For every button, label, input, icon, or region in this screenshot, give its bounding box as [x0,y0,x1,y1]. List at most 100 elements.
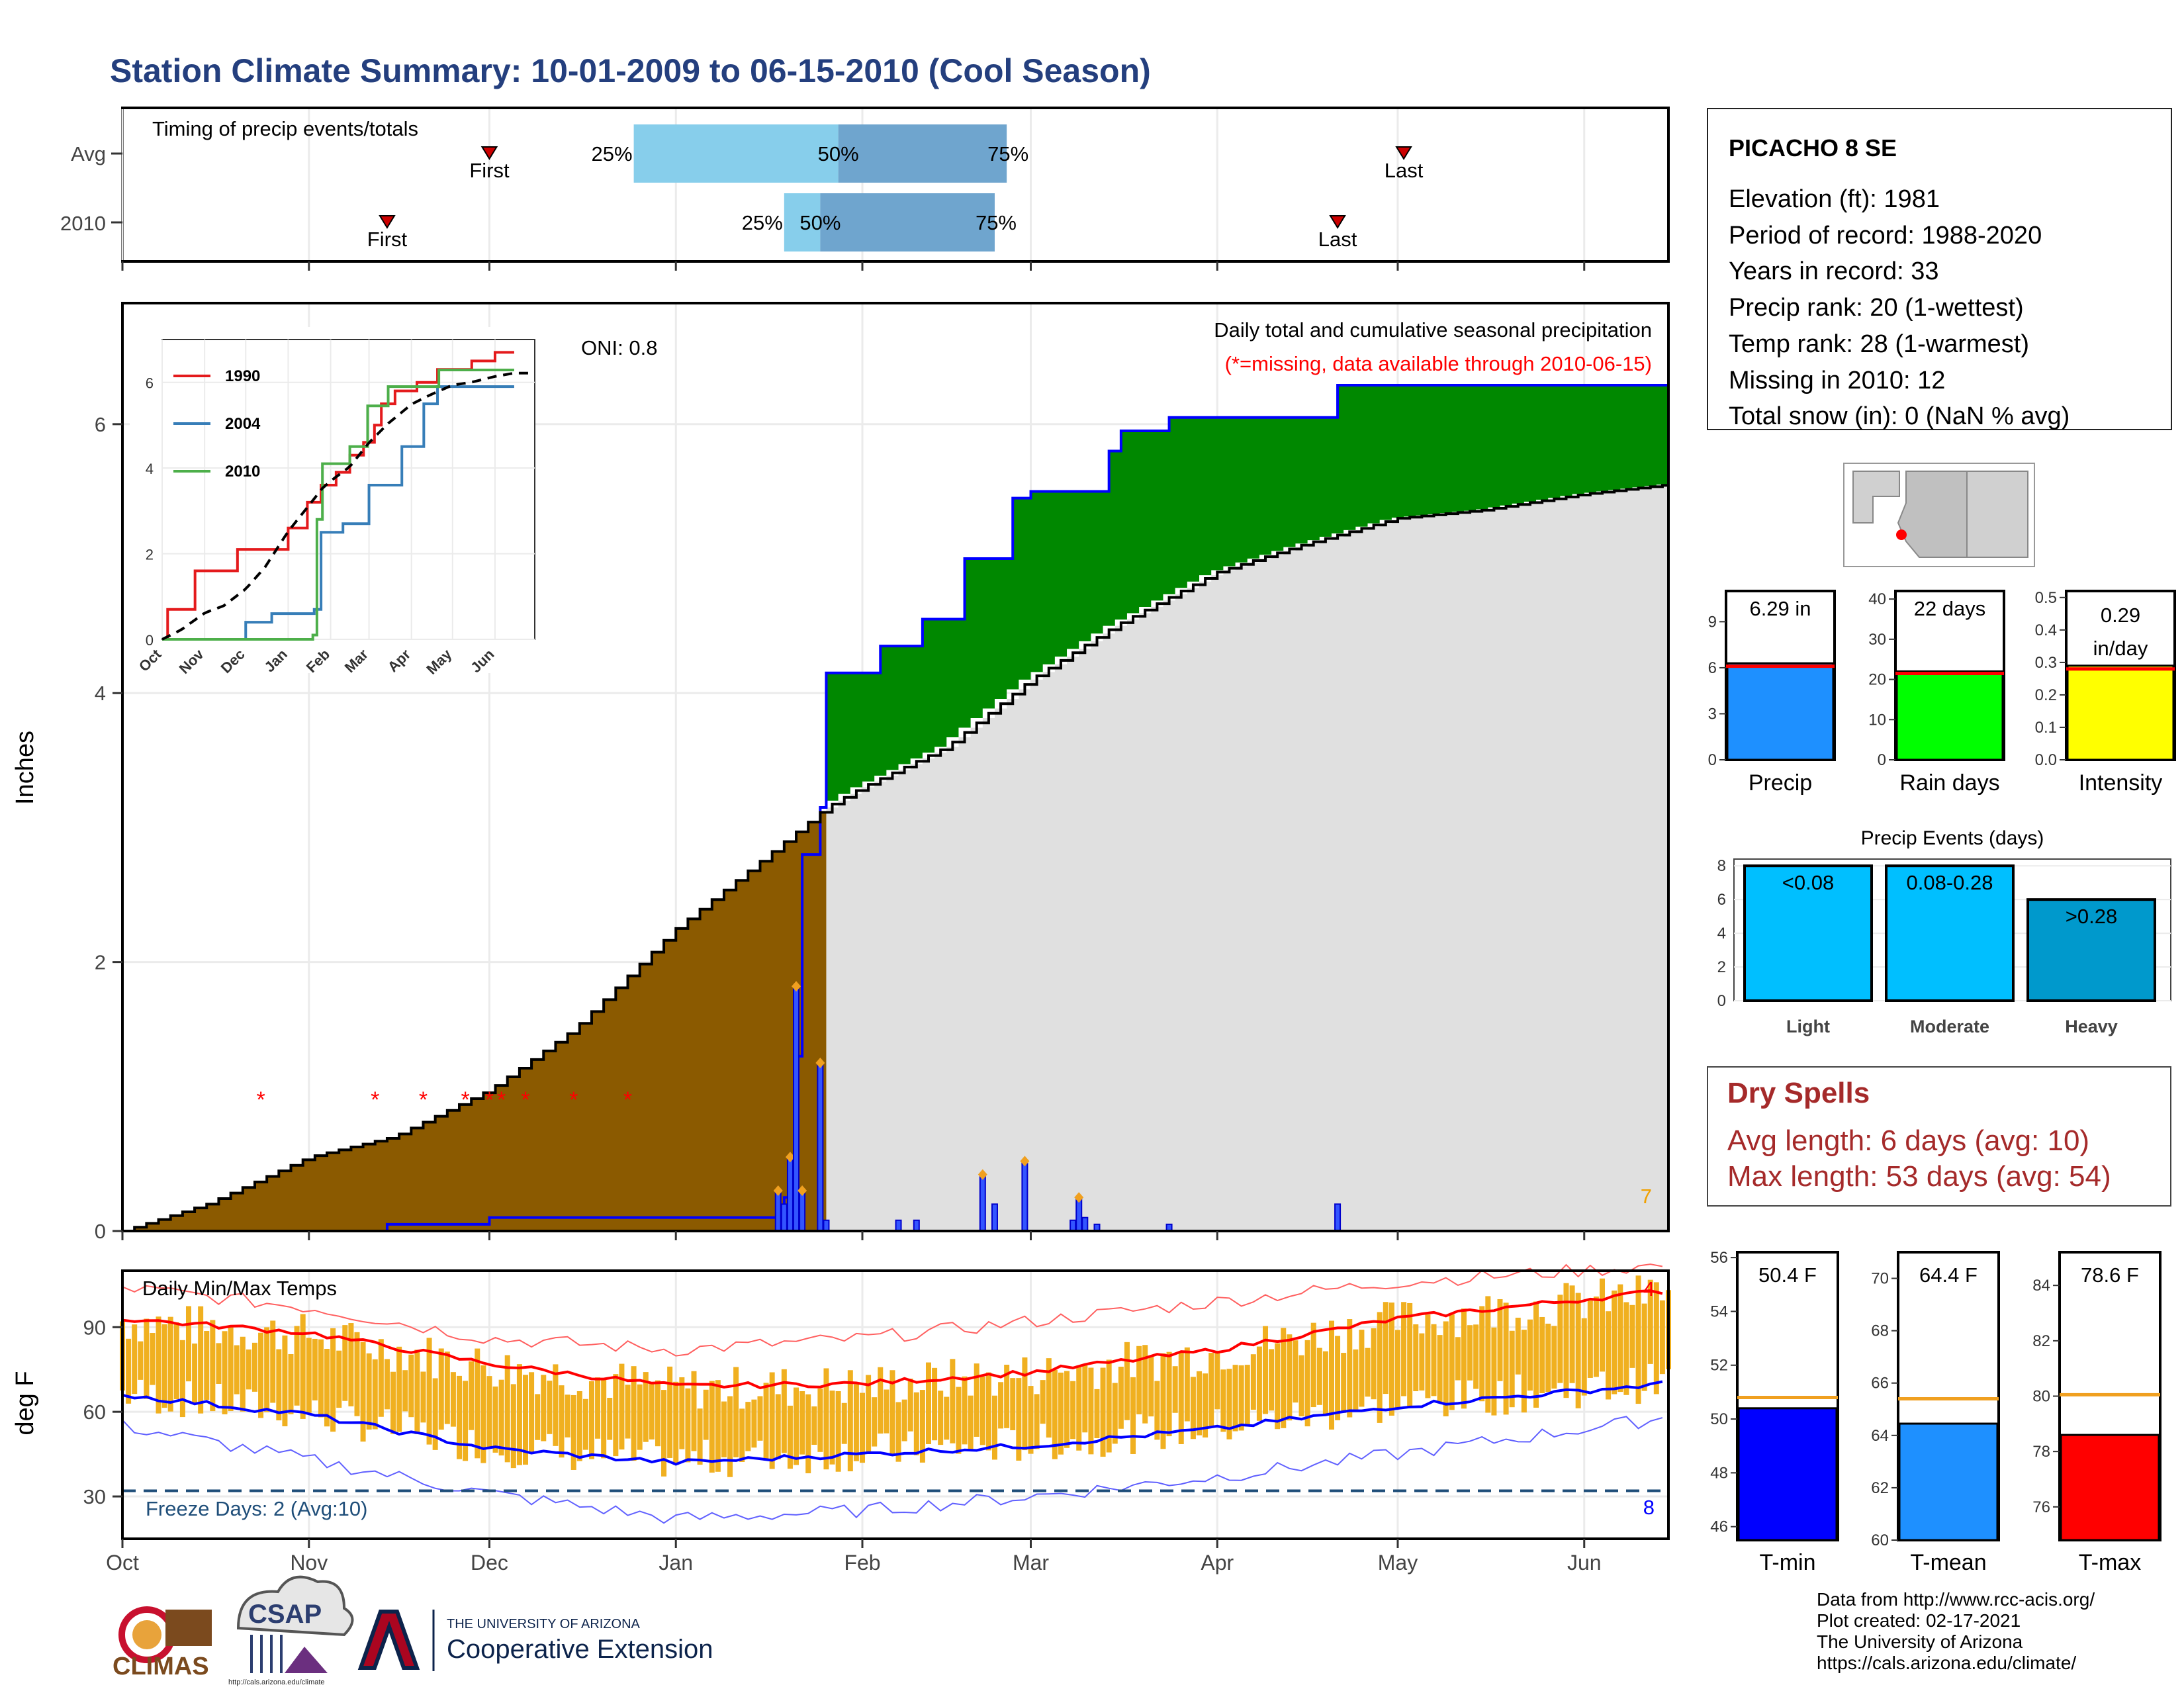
daily-temp-bar-88 [649,1383,655,1440]
daily-temp-bar-157 [1064,1371,1070,1448]
gauge-bar-2 [2066,664,2175,761]
timing-p50-label-1: 50% [799,211,841,234]
daily-temp-bar-20 [240,1336,246,1412]
daily-temp-bar-145 [991,1395,997,1460]
gauge-bar-1 [1895,670,2004,761]
daily-temp-bar-19 [234,1345,240,1394]
daily-temp-bar-64 [504,1355,510,1463]
daily-temp-bar-54 [444,1351,450,1424]
daily-temp-bar-81 [607,1397,613,1440]
timing-bar-25-50-1 [784,193,821,251]
daily-temp-bar-129 [895,1402,901,1462]
events-tick-label-1: 2 [1717,958,1726,976]
daily-temp-bar-128 [889,1370,895,1455]
inset-y-tick-label-2: 4 [146,461,154,477]
temp-gauge-value-label-0: 50.4 F [1758,1263,1817,1287]
gauge-tick-label-1-4: 40 [1868,590,1886,608]
daily-temp-bar-187 [1244,1365,1250,1427]
cumulative-2010-area-green [826,385,1668,807]
daily-temp-bar-41 [366,1353,372,1430]
daily-temp-bar-218 [1431,1324,1437,1396]
daily-temp-bar-180 [1203,1373,1208,1438]
missing-data-marker-7: * [569,1087,578,1113]
daily-precip-max-marker-13 [1074,1192,1084,1203]
daily-temp-bar-103 [739,1408,745,1462]
daily-temp-bar-96 [697,1408,703,1465]
month-x-tick-label-7: May [1378,1551,1418,1575]
month-x-tick-label-0: Oct [106,1551,139,1575]
daily-temp-bar-232 [1515,1317,1521,1375]
daily-temp-bar-62 [492,1386,498,1453]
daily-temp-bar-206 [1359,1330,1365,1407]
daily-temp-bar-207 [1365,1348,1371,1397]
temp-gauge-bar-1 [1898,1422,1999,1541]
station-info-box: PICACHO 8 SE Elevation (ft): 1981 Period… [1707,108,2172,430]
daily-temp-bar-222 [1455,1337,1461,1381]
daily-temp-bar-126 [878,1367,884,1434]
daily-temp-bar-66 [516,1364,522,1465]
daily-temp-bar-181 [1208,1353,1214,1426]
temp-gauge-tick-label-1-2: 64 [1871,1427,1889,1445]
precip-y-tick-label-3: 6 [95,413,106,436]
temp-panel-label: Daily Min/Max Temps [142,1277,337,1300]
daily-temp-bar-36 [336,1350,342,1408]
daily-temp-bar-80 [601,1379,607,1459]
climas-logo-text: CLIMAS [113,1653,209,1680]
daily-temp-bar-46 [396,1346,402,1432]
daily-temp-bar-97 [703,1389,709,1440]
timing-panel-label: Timing of precip events/totals [152,117,418,140]
freeze-days-note: Freeze Days: 2 (Avg:10) [146,1497,367,1520]
daily-temp-bar-227 [1485,1296,1491,1413]
cumulative-2010-line [122,383,1668,1232]
events-bar-label-0: Light [1786,1017,1830,1036]
daily-temp-bar-63 [498,1379,504,1456]
daily-temp-bar-82 [613,1374,619,1457]
precip-y-tick-label-2: 4 [95,682,106,705]
daily-temp-bar-114 [805,1394,811,1474]
gauge-value-unit-2: in/day [2093,637,2148,660]
month-x-tick-label-5: Mar [1013,1551,1049,1575]
events-bar-0 [1743,864,1873,1002]
timing-p25-label-1: 25% [742,211,783,234]
events-bar-value-0: <0.08 [1782,871,1834,894]
daily-temp-bar-77 [582,1398,588,1450]
location-map [1843,463,2035,567]
temperature-gauges: 46 48 50 52 54 56 50.4 F T-min 60 62 64 66 68 70 64.4 … [1710,1249,2161,1575]
daily-temp-bar-197 [1304,1340,1310,1427]
daily-temp-bar-121 [847,1370,853,1472]
daily-temp-bar-178 [1190,1377,1196,1440]
daily-precip-bar-12 [1069,1219,1077,1232]
daily-temp-bar-101 [727,1396,733,1477]
temp-gauge-value-label-1: 64.4 F [1919,1263,1978,1287]
daily-temp-bar-163 [1100,1367,1106,1457]
daily-temp-bar-225 [1473,1324,1479,1389]
daily-temp-bar-175 [1172,1366,1178,1413]
daily-temp-bar-112 [794,1387,799,1465]
gauge-tick-label-1-0: 0 [1878,751,1886,769]
daily-temp-bar-79 [595,1377,601,1439]
daily-temp-bar-72 [553,1364,559,1446]
temp-gauge-tick-label-2-1: 78 [2032,1443,2050,1461]
daily-temp-bar-37 [342,1325,348,1401]
temp-gauge-tick-label-0-1: 48 [1710,1464,1728,1482]
inset-legend-label-2: 2010 [225,463,260,480]
temp-gauge-tick-label-0-3: 52 [1710,1357,1728,1375]
daily-temp-bar-243 [1581,1318,1587,1396]
daily-temp-bar-118 [829,1391,835,1465]
gauge-tick-label-2-2: 0.2 [2035,686,2057,704]
daily-temp-bar-70 [541,1375,547,1441]
daily-temp-bar-137 [944,1396,950,1440]
average-min-line [122,1380,1663,1466]
temp-gauge-tick-label-1-4: 68 [1871,1322,1889,1340]
daily-temp-bar-90 [661,1390,667,1477]
daily-temp-bar-143 [979,1376,985,1445]
daily-temp-bar-253 [1641,1303,1647,1391]
daily-temp-bar-158 [1070,1381,1076,1440]
daily-temp-bar-2 [132,1324,138,1394]
daily-temp-bar-208 [1371,1328,1377,1400]
temp-gauge-tick-label-2-4: 84 [2032,1277,2050,1295]
timing-panel: Timing of precip events/totals Avg 2010 … [60,107,1670,271]
daily-temp-bar-49 [414,1349,420,1434]
daily-precip-bar-17 [1334,1203,1342,1232]
inset-series-line-1 [162,385,514,641]
